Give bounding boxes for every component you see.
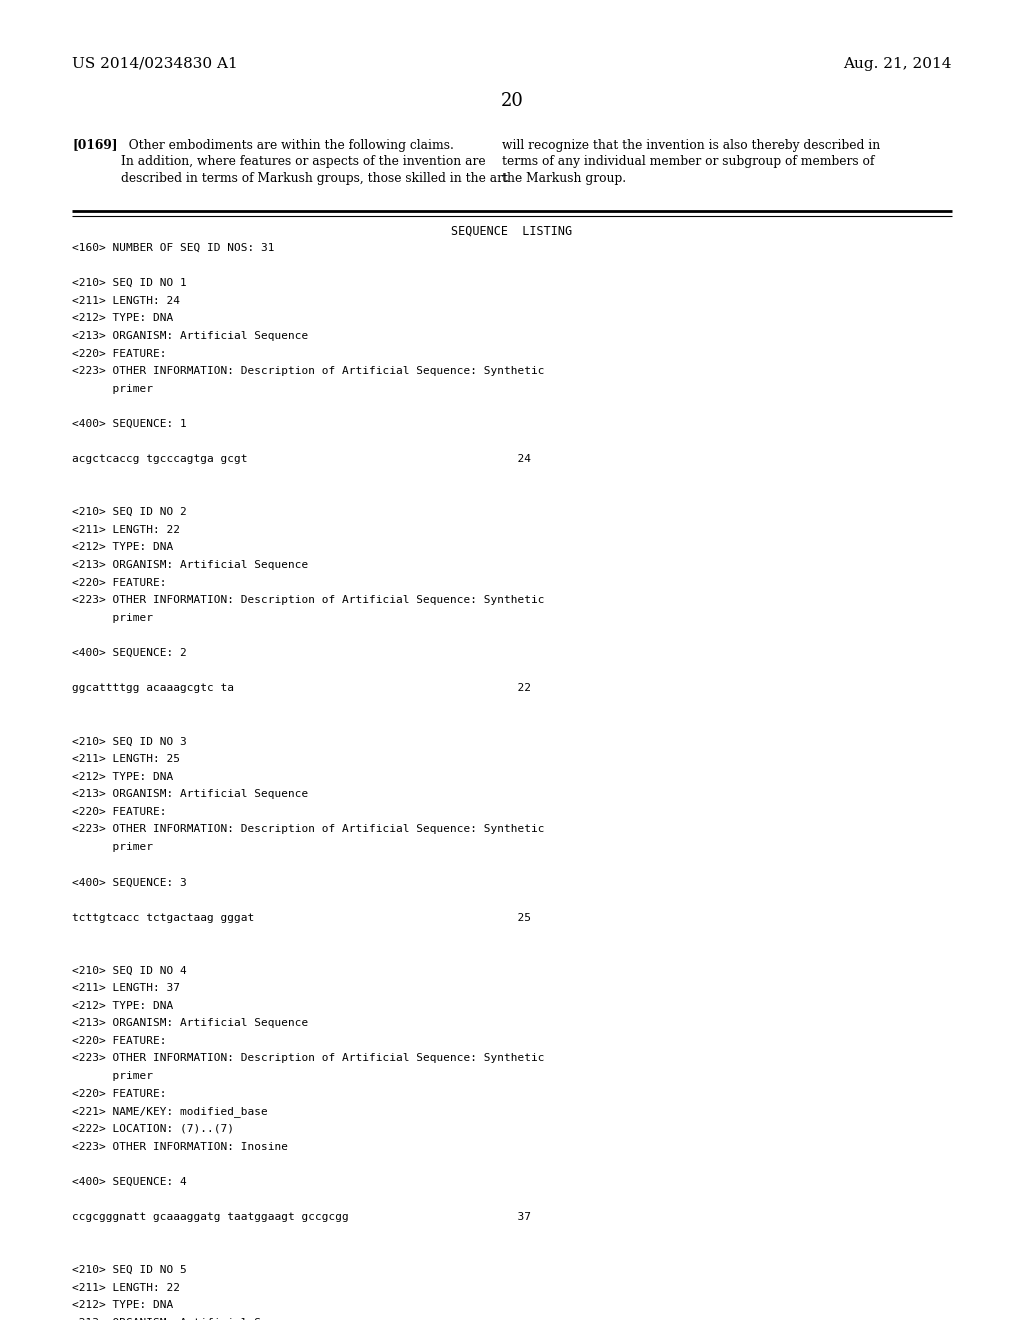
- Text: <212> TYPE: DNA: <212> TYPE: DNA: [72, 1001, 173, 1011]
- Text: primer: primer: [72, 612, 153, 623]
- Text: <400> SEQUENCE: 1: <400> SEQUENCE: 1: [72, 418, 186, 429]
- Text: [0169]: [0169]: [72, 139, 118, 152]
- Text: <212> TYPE: DNA: <212> TYPE: DNA: [72, 543, 173, 553]
- Text: acgctcaccg tgcccagtga gcgt                                        24: acgctcaccg tgcccagtga gcgt 24: [72, 454, 531, 465]
- Text: <212> TYPE: DNA: <212> TYPE: DNA: [72, 313, 173, 323]
- Text: <400> SEQUENCE: 4: <400> SEQUENCE: 4: [72, 1177, 186, 1187]
- Text: <210> SEQ ID NO 3: <210> SEQ ID NO 3: [72, 737, 186, 746]
- Text: Aug. 21, 2014: Aug. 21, 2014: [844, 57, 952, 71]
- Text: Other embodiments are within the following claims.
In addition, where features o: Other embodiments are within the followi…: [121, 139, 508, 185]
- Text: US 2014/0234830 A1: US 2014/0234830 A1: [72, 57, 238, 71]
- Text: <223> OTHER INFORMATION: Description of Artificial Sequence: Synthetic: <223> OTHER INFORMATION: Description of …: [72, 595, 545, 606]
- Text: <213> ORGANISM: Artificial Sequence: <213> ORGANISM: Artificial Sequence: [72, 560, 308, 570]
- Text: <211> LENGTH: 24: <211> LENGTH: 24: [72, 296, 180, 306]
- Text: <400> SEQUENCE: 2: <400> SEQUENCE: 2: [72, 648, 186, 659]
- Text: <211> LENGTH: 22: <211> LENGTH: 22: [72, 525, 180, 535]
- Text: <223> OTHER INFORMATION: Description of Artificial Sequence: Synthetic: <223> OTHER INFORMATION: Description of …: [72, 366, 545, 376]
- Text: <223> OTHER INFORMATION: Description of Artificial Sequence: Synthetic: <223> OTHER INFORMATION: Description of …: [72, 825, 545, 834]
- Text: <221> NAME/KEY: modified_base: <221> NAME/KEY: modified_base: [72, 1106, 267, 1117]
- Text: <211> LENGTH: 22: <211> LENGTH: 22: [72, 1283, 180, 1292]
- Text: ccgcgggnatt gcaaaggatg taatggaagt gccgcgg                         37: ccgcgggnatt gcaaaggatg taatggaagt gccgcg…: [72, 1212, 531, 1222]
- Text: <210> SEQ ID NO 5: <210> SEQ ID NO 5: [72, 1265, 186, 1275]
- Text: <213> ORGANISM: Artificial Sequence: <213> ORGANISM: Artificial Sequence: [72, 789, 308, 799]
- Text: <223> OTHER INFORMATION: Description of Artificial Sequence: Synthetic: <223> OTHER INFORMATION: Description of …: [72, 1053, 545, 1064]
- Text: <213> ORGANISM: Artificial Sequence: <213> ORGANISM: Artificial Sequence: [72, 1317, 308, 1320]
- Text: will recognize that the invention is also thereby described in
terms of any indi: will recognize that the invention is als…: [502, 139, 881, 185]
- Text: <210> SEQ ID NO 4: <210> SEQ ID NO 4: [72, 965, 186, 975]
- Text: ggcattttgg acaaagcgtc ta                                          22: ggcattttgg acaaagcgtc ta 22: [72, 684, 531, 693]
- Text: 20: 20: [501, 92, 523, 111]
- Text: <220> FEATURE:: <220> FEATURE:: [72, 578, 167, 587]
- Text: <212> TYPE: DNA: <212> TYPE: DNA: [72, 1300, 173, 1311]
- Text: tcttgtcacc tctgactaag gggat                                       25: tcttgtcacc tctgactaag gggat 25: [72, 912, 531, 923]
- Text: <220> FEATURE:: <220> FEATURE:: [72, 1089, 167, 1098]
- Text: primer: primer: [72, 1071, 153, 1081]
- Text: <212> TYPE: DNA: <212> TYPE: DNA: [72, 771, 173, 781]
- Text: <213> ORGANISM: Artificial Sequence: <213> ORGANISM: Artificial Sequence: [72, 1018, 308, 1028]
- Text: SEQUENCE  LISTING: SEQUENCE LISTING: [452, 224, 572, 238]
- Text: <211> LENGTH: 25: <211> LENGTH: 25: [72, 754, 180, 764]
- Text: <160> NUMBER OF SEQ ID NOS: 31: <160> NUMBER OF SEQ ID NOS: 31: [72, 243, 274, 253]
- Text: <220> FEATURE:: <220> FEATURE:: [72, 348, 167, 359]
- Text: <223> OTHER INFORMATION: Inosine: <223> OTHER INFORMATION: Inosine: [72, 1142, 288, 1151]
- Text: <211> LENGTH: 37: <211> LENGTH: 37: [72, 983, 180, 993]
- Text: primer: primer: [72, 384, 153, 393]
- Text: <220> FEATURE:: <220> FEATURE:: [72, 1036, 167, 1045]
- Text: primer: primer: [72, 842, 153, 851]
- Text: <213> ORGANISM: Artificial Sequence: <213> ORGANISM: Artificial Sequence: [72, 331, 308, 341]
- Text: <400> SEQUENCE: 3: <400> SEQUENCE: 3: [72, 878, 186, 887]
- Text: <210> SEQ ID NO 2: <210> SEQ ID NO 2: [72, 507, 186, 517]
- Text: <222> LOCATION: (7)..(7): <222> LOCATION: (7)..(7): [72, 1123, 234, 1134]
- Text: <210> SEQ ID NO 1: <210> SEQ ID NO 1: [72, 279, 186, 288]
- Text: <220> FEATURE:: <220> FEATURE:: [72, 807, 167, 817]
